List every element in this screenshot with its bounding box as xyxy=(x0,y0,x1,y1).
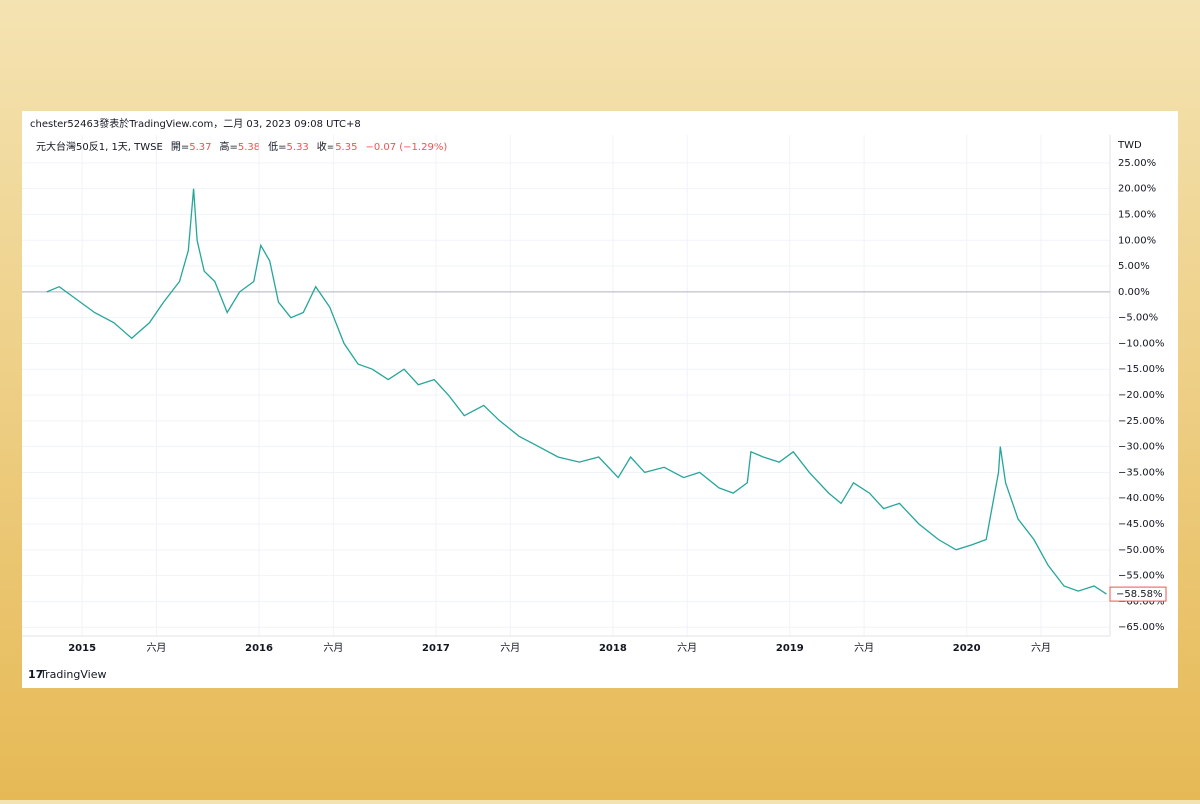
ohlc-value: 5.37 xyxy=(189,142,211,153)
ohlc-label: 低= xyxy=(268,140,286,153)
y-tick-label: −5.00% xyxy=(1118,313,1158,324)
y-tick-label: −60.00% xyxy=(1118,596,1165,607)
change: −0.07 (−1.29%) xyxy=(365,142,447,153)
x-tick-label: 六月 xyxy=(146,642,166,654)
ohlc-label: 收= xyxy=(317,140,335,153)
currency: TWD xyxy=(1117,140,1142,151)
ohlc-value: 5.35 xyxy=(335,142,357,153)
brand: TradingView xyxy=(39,668,106,681)
y-tick-label: −55.00% xyxy=(1118,571,1165,582)
brand-logo: 17 xyxy=(28,668,43,681)
y-tick-label: −15.00% xyxy=(1118,364,1165,375)
x-tick-label: 六月 xyxy=(1031,642,1051,654)
x-tick-label: 2019 xyxy=(776,643,804,654)
ohlc-label: 開= xyxy=(171,141,189,153)
attribution: chester52463發表於TradingView.com，二月 03, 20… xyxy=(30,117,361,130)
x-tick-label: 2020 xyxy=(953,643,981,654)
price-line xyxy=(46,188,1107,595)
symbol: 元大台灣50反1, 1天, TWSE xyxy=(36,140,163,153)
y-tick-label: −20.00% xyxy=(1118,390,1165,401)
x-tick-label: 六月 xyxy=(500,642,520,654)
last-value-box xyxy=(1109,586,1167,602)
x-tick-label: 六月 xyxy=(677,642,697,654)
y-tick-label: 10.00% xyxy=(1118,235,1156,246)
legend: 元大台灣50反1, 1天, TWSE 開=5.37 高=5.38 低=5.33 收=5.… xyxy=(36,140,447,153)
y-tick-label: −25.00% xyxy=(1118,416,1165,427)
y-tick-label: −45.00% xyxy=(1118,519,1165,530)
y-tick-label: −30.00% xyxy=(1118,442,1165,453)
y-tick-label: 25.00% xyxy=(1118,158,1156,169)
y-tick-label: 20.00% xyxy=(1118,184,1156,195)
y-tick-label: −10.00% xyxy=(1118,338,1165,349)
x-tick-label: 六月 xyxy=(854,642,874,654)
x-tick-label: 2016 xyxy=(245,643,273,654)
ohlc-value: 5.33 xyxy=(287,142,309,153)
card xyxy=(22,111,1178,688)
x-tick-label: 2017 xyxy=(422,643,450,654)
y-tick-label: 0.00% xyxy=(1118,287,1150,298)
y-tick-label: −40.00% xyxy=(1118,493,1165,504)
y-tick-label: −35.00% xyxy=(1118,467,1165,478)
y-tick-label: 5.00% xyxy=(1118,261,1150,272)
x-tick-label: 2015 xyxy=(68,643,96,654)
ohlc-label: 高= xyxy=(219,140,237,153)
y-tick-label: −65.00% xyxy=(1118,622,1165,633)
y-tick-label: 15.00% xyxy=(1118,209,1156,220)
last-value-label: −58.58% xyxy=(1116,589,1163,600)
x-tick-label: 六月 xyxy=(323,642,343,654)
ohlc-value: 5.38 xyxy=(238,142,260,153)
x-tick-label: 2018 xyxy=(599,643,627,654)
y-tick-label: −50.00% xyxy=(1118,545,1165,556)
